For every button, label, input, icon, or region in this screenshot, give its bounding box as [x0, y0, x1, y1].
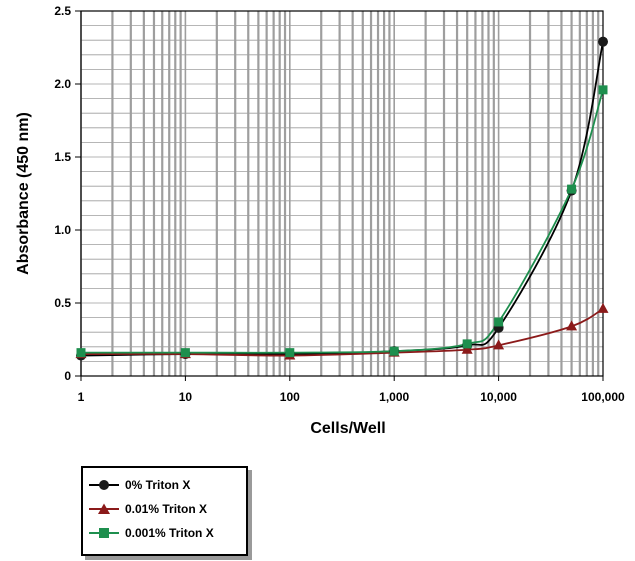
data-point-series-1: [461, 343, 473, 354]
data-point-series-2: [494, 317, 504, 327]
x-tick-label: 1,000: [379, 390, 409, 404]
data-point-series-2: [76, 348, 86, 358]
legend-item-1: 0.01% Triton X: [89, 500, 207, 518]
x-tick-label: 10,000: [480, 390, 517, 404]
data-point-series-2: [285, 348, 295, 358]
y-tick-label: 2.0: [54, 77, 71, 91]
y-axis-label: Absorbance (450 nm): [15, 112, 32, 275]
x-tick-label: 100: [280, 390, 300, 404]
square-marker-icon: [89, 528, 119, 538]
legend-label: 0.01% Triton X: [125, 502, 208, 516]
x-axis-label: Cells/Well: [310, 420, 385, 437]
chart: 1 10 100 1,000 10,000 100,000 0 0.5 1.0 1.5 2.0 2.…: [15, 4, 625, 437]
legend: 0% Triton X 0.01% Triton X 0.001% Triton…: [81, 466, 248, 556]
legend-item-0: 0% Triton X: [89, 476, 190, 494]
x-axis: 1 10 100 1,000 10,000 100,000: [78, 376, 625, 404]
series-lines: [80, 41, 604, 357]
legend-item-2: 0.001% Triton X: [89, 524, 214, 542]
y-tick-label: 1.0: [54, 223, 71, 237]
y-tick-label: 0.5: [54, 296, 71, 310]
x-tick-label: 1: [78, 390, 85, 404]
data-point-series-2: [462, 339, 472, 349]
data-point-series-2: [567, 184, 577, 194]
legend-label: 0% Triton X: [125, 478, 191, 492]
y-tick-label: 2.5: [54, 4, 71, 18]
series-line-2: [81, 89, 604, 354]
circle-marker-icon: [89, 480, 119, 490]
grid: [80, 11, 603, 376]
legend-label: 0.001% Triton X: [125, 526, 214, 540]
data-point-series-2: [180, 348, 190, 358]
data-point-series-2: [598, 85, 608, 95]
y-tick-label: 0: [64, 369, 71, 383]
data-point-series-1: [597, 302, 609, 313]
data-point-series-1: [566, 320, 578, 331]
plot-area: [80, 10, 604, 377]
data-point-series-0: [598, 36, 608, 47]
data-point-series-2: [389, 346, 399, 356]
series-line-0: [80, 41, 604, 357]
y-tick-label: 1.5: [54, 150, 71, 164]
x-tick-label: 100,000: [581, 390, 625, 404]
data-point-series-1: [493, 339, 505, 350]
x-tick-label: 10: [179, 390, 193, 404]
series-markers: [75, 36, 609, 361]
y-axis: 0 0.5 1.0 1.5 2.0 2.5: [54, 4, 81, 383]
triangle-marker-icon: [89, 503, 119, 514]
